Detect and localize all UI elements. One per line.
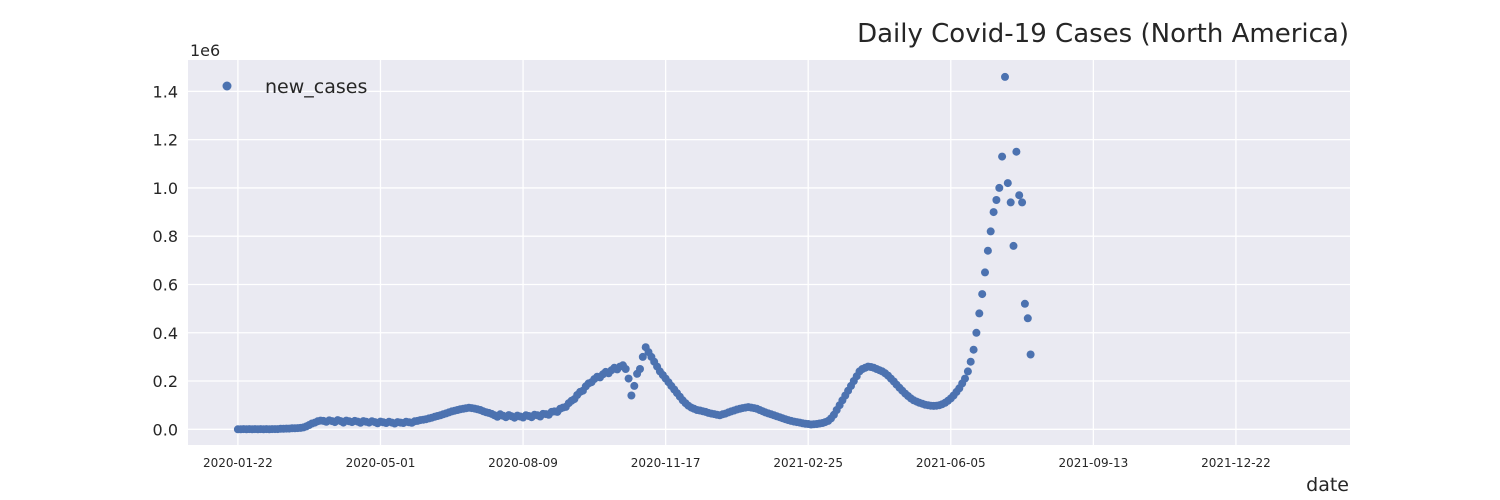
data-point [1007,198,1015,206]
x-axis-label: date [1306,474,1349,496]
y-tick-label: 0.4 [153,324,178,343]
data-point [622,365,630,373]
data-point [625,375,633,383]
data-point [995,184,1003,192]
x-tick-label: 2021-02-25 [773,456,843,470]
data-point [978,290,986,298]
data-point [1004,179,1012,187]
data-point [990,208,998,216]
legend-marker [223,82,232,91]
data-point [1015,191,1023,199]
y-offset-label: 1e6 [190,41,220,60]
x-tick-label: 2020-01-22 [203,456,273,470]
legend-label: new_cases [265,76,367,98]
data-point [1001,73,1009,81]
data-point [970,346,978,354]
data-point [1012,148,1020,156]
data-point [998,153,1006,161]
data-point [1024,314,1032,322]
data-point [630,382,638,390]
data-point [636,365,644,373]
x-tick-label: 2021-06-05 [916,456,986,470]
data-point [1027,351,1035,359]
x-tick-label: 2020-05-01 [346,456,416,470]
y-tick-label: 0.6 [153,275,178,294]
x-tick-label: 2020-08-09 [488,456,558,470]
x-tick-label: 2021-12-22 [1201,456,1271,470]
data-point [987,227,995,235]
data-point [981,268,989,276]
y-tick-labels: 0.0 0.2 0.4 0.6 0.8 1.0 1.2 1.4 [153,82,178,439]
data-point [964,367,972,375]
x-tick-label: 2020-11-17 [631,456,701,470]
y-tick-label: 1.2 [153,131,178,150]
y-tick-label: 1.4 [153,82,178,101]
x-tick-label: 2021-09-13 [1058,456,1128,470]
data-point [1010,242,1018,250]
x-tick-labels: 2020-01-22 2020-05-01 2020-08-09 2020-11-17… [203,456,1271,470]
data-point [961,375,969,383]
y-tick-label: 0.8 [153,227,178,246]
data-point [967,358,975,366]
plot-area [188,60,1350,445]
y-tick-label: 0.0 [153,420,178,439]
y-tick-label: 0.2 [153,372,178,391]
data-point [1021,300,1029,308]
data-point [984,247,992,255]
data-point [975,309,983,317]
data-point [627,392,635,400]
y-tick-label: 1.0 [153,179,178,198]
chart-title: Daily Covid-19 Cases (North America) [857,19,1349,49]
data-point [992,196,1000,204]
data-point [1018,198,1026,206]
data-point [972,329,980,337]
